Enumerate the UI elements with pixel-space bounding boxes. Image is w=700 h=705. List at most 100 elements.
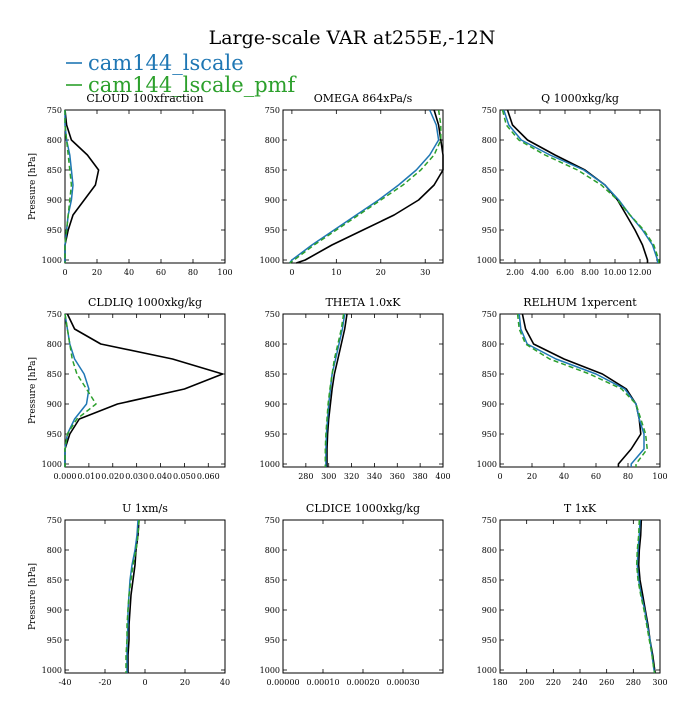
plot-frame (64, 109, 226, 264)
y-tick-label: 850 (482, 576, 497, 585)
series-line-pmf (324, 313, 345, 467)
legend: cam144_lscale cam144_lscale_pmf (66, 51, 298, 97)
y-axis-label: Pressure [hPa] (28, 563, 38, 630)
y-tick-label: 950 (265, 226, 280, 235)
y-tick-label: 950 (265, 430, 280, 439)
y-tick-label: 800 (265, 340, 280, 349)
x-tick-label: 10 (331, 268, 341, 277)
x-tick-label: 320 (344, 472, 359, 481)
x-tick-label: 20 (92, 268, 102, 277)
x-tick-label: 220 (546, 678, 561, 687)
y-tick-label: 800 (482, 136, 497, 145)
x-tick-label: 40 (220, 678, 230, 687)
panel-title: CLOUD 100xfraction (86, 92, 203, 105)
x-tick-label: 280 (626, 678, 641, 687)
x-tick-label: 280 (298, 472, 313, 481)
y-tick-label: 750 (47, 106, 62, 115)
x-tick-label: -40 (59, 678, 72, 687)
x-tick-label: 20 (376, 268, 386, 277)
panel-3: Q 1000xkg/kg 750 800 850 900 950 1000 2.00 4.00 6… (477, 92, 661, 277)
x-tick-label: 6.00 (556, 268, 574, 277)
y-tick-label: 950 (47, 636, 62, 645)
y-tick-label: 850 (482, 166, 497, 175)
y-tick-label: 1000 (477, 460, 497, 469)
y-tick-label: 950 (482, 636, 497, 645)
y-tick-label: 800 (482, 546, 497, 555)
x-tick-label: 240 (572, 678, 587, 687)
series-line-pmf (289, 109, 442, 264)
x-tick-label: 8.00 (581, 268, 599, 277)
x-tick-label: 0.00030 (386, 678, 419, 687)
x-tick-label: 60 (156, 268, 166, 277)
y-tick-label: 900 (265, 400, 280, 409)
x-tick-label: 60 (591, 472, 601, 481)
panel-5: THETA 1.0xK 750 800 850 900 950 1000 280 300 320 3… (260, 296, 451, 481)
series-line-lscale (289, 109, 440, 264)
y-tick-label: 800 (265, 546, 280, 555)
x-tick-label: 0.020 (101, 472, 124, 481)
x-tick-label: 340 (367, 472, 382, 481)
x-tick-label: 0.00000 (266, 678, 299, 687)
y-tick-label: 1000 (42, 460, 62, 469)
y-tick-label: 1000 (42, 666, 62, 675)
figure-title: Large-scale VAR at255E,-12N (209, 27, 496, 49)
y-tick-label: 800 (47, 340, 62, 349)
y-tick-label: 850 (47, 576, 62, 585)
y-tick-label: 850 (265, 576, 280, 585)
y-tick-label: 750 (47, 310, 62, 319)
x-tick-label: 4.00 (531, 268, 549, 277)
y-tick-label: 800 (482, 340, 497, 349)
y-tick-label: 800 (47, 546, 62, 555)
x-tick-label: 12.00 (629, 268, 652, 277)
legend-label-pmf: cam144_lscale_pmf (88, 73, 298, 97)
y-axis-label: Pressure [hPa] (28, 357, 38, 424)
plot-frame (282, 519, 444, 674)
series-line-lscale (325, 313, 346, 467)
panel-title: CLDLIQ 1000xkg/kg (88, 296, 202, 309)
x-tick-label: 260 (599, 678, 614, 687)
plot-frame (499, 109, 661, 264)
y-tick-label: 950 (47, 430, 62, 439)
x-tick-label: 100 (217, 268, 232, 277)
series-line-control (326, 313, 348, 467)
x-tick-label: 20 (180, 678, 190, 687)
y-tick-label: 850 (265, 370, 280, 379)
x-tick-label: 10.00 (604, 268, 627, 277)
series-line-pmf (125, 519, 140, 673)
y-tick-label: 950 (47, 226, 62, 235)
plot-frame (499, 313, 661, 468)
series-line-pmf (64, 313, 97, 467)
series-line-pmf (501, 109, 660, 263)
y-tick-label: 900 (482, 400, 497, 409)
panel-title: RELHUM 1xpercent (523, 296, 637, 309)
x-tick-label: 100 (652, 472, 667, 481)
x-tick-label: 300 (321, 472, 336, 481)
x-tick-label: 180 (492, 678, 507, 687)
y-tick-label: 850 (47, 370, 62, 379)
series-line-pmf (635, 519, 656, 674)
panel-4: CLDLIQ 1000xkg/kg 750 800 850 900 950 1000 Pres… (28, 296, 226, 481)
panel-title: T 1xK (564, 502, 597, 515)
x-tick-label: 2.00 (506, 268, 524, 277)
x-tick-label: 0.030 (125, 472, 148, 481)
series-line-pmf (64, 110, 73, 263)
panel-title: Q 1000xkg/kg (541, 92, 619, 105)
x-tick-label: -20 (99, 678, 112, 687)
x-tick-label: 380 (413, 472, 428, 481)
series-line-control (506, 109, 649, 263)
series-line-lscale (64, 313, 90, 467)
y-tick-label: 750 (265, 106, 280, 115)
y-tick-label: 900 (482, 196, 497, 205)
plot-frame (282, 109, 444, 264)
y-tick-label: 950 (265, 636, 280, 645)
y-tick-label: 800 (265, 136, 280, 145)
x-tick-label: 0.000 (54, 472, 77, 481)
y-tick-label: 950 (482, 430, 497, 439)
panel-7: U 1xm/s 750 800 850 900 950 1000 Pressure [hPa]… (28, 502, 230, 687)
plot-frame (64, 313, 226, 468)
y-tick-label: 1000 (477, 256, 497, 265)
x-tick-label: 0.00020 (346, 678, 379, 687)
panel-title: U 1xm/s (122, 502, 168, 515)
